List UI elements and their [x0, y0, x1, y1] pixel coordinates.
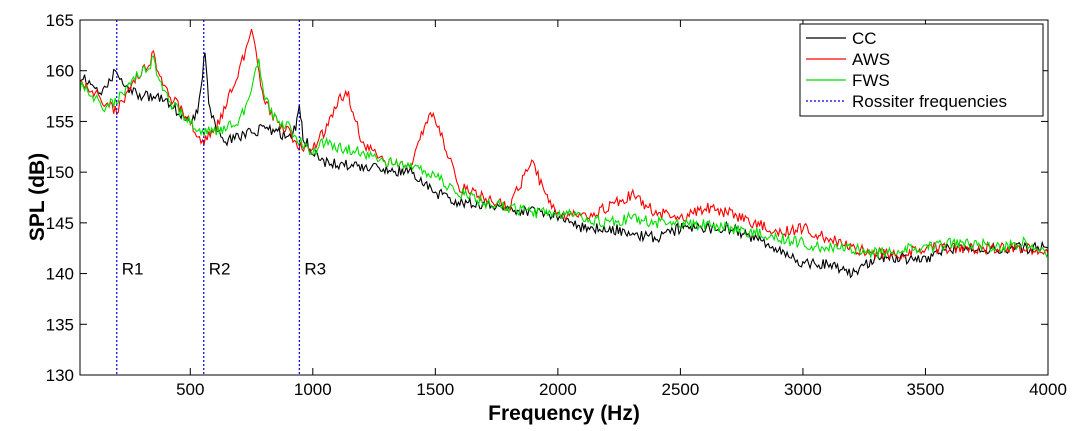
- series-line-fws: [80, 55, 1048, 259]
- series-line-aws: [80, 28, 1048, 260]
- x-tick-label: 2000: [539, 380, 577, 399]
- x-tick-label: 2500: [661, 380, 699, 399]
- legend-label: CC: [852, 29, 877, 48]
- y-tick-label: 145: [46, 214, 74, 233]
- plot-series-group: [80, 20, 1048, 375]
- x-tick-label: 3500: [907, 380, 945, 399]
- x-tick-label: 1500: [416, 380, 454, 399]
- annotation-label: R2: [209, 260, 231, 279]
- x-axis-title: Frequency (Hz): [488, 402, 640, 425]
- y-tick-label: 155: [46, 112, 74, 131]
- legend: CC AWS FWS Rossiter frequencies: [799, 23, 1044, 117]
- legend-label: AWS: [852, 50, 890, 69]
- x-tick-label: 500: [176, 380, 204, 399]
- y-tick-label: 135: [46, 315, 74, 334]
- axis-ticks-group: 500 1000 1500 2000 2500 3000 3500 4000 130 135 140…: [46, 11, 1067, 399]
- annotations-group: R1 R2 R3: [122, 260, 326, 279]
- y-tick-label: 150: [46, 163, 74, 182]
- legend-label: FWS: [852, 71, 890, 90]
- y-tick-label: 165: [46, 11, 74, 30]
- y-tick-label: 140: [46, 265, 74, 284]
- y-axis-title: SPL (dB): [26, 153, 49, 241]
- y-tick-label: 130: [46, 366, 74, 385]
- legend-box: [799, 23, 1044, 117]
- legend-label: Rossiter frequencies: [852, 92, 1007, 111]
- x-tick-label: 3000: [784, 380, 822, 399]
- plot-frame: [79, 19, 1049, 376]
- x-tick-label: 4000: [1029, 380, 1067, 399]
- annotation-label: R3: [304, 260, 326, 279]
- annotation-label: R1: [122, 260, 144, 279]
- x-tick-label: 1000: [294, 380, 332, 399]
- series-line-cc: [80, 52, 1048, 279]
- y-tick-label: 160: [46, 62, 74, 81]
